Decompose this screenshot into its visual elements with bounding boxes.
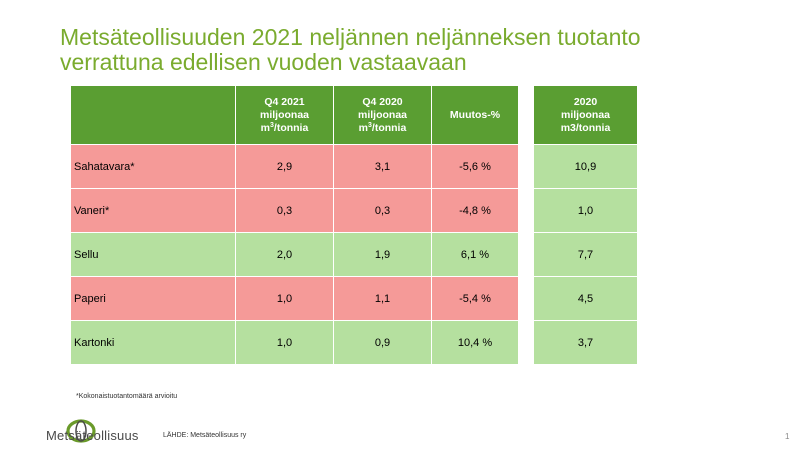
cell-q4-2021: 1,0 <box>235 276 334 321</box>
row-label: Vaneri* <box>70 188 236 233</box>
row-label: Sahatavara* <box>70 144 236 189</box>
cell-change: -5,4 % <box>431 276 519 321</box>
cell-year-2020: 10,9 <box>533 144 638 189</box>
header-q4-2021: Q4 2021 miljoonaa m3/tonnia <box>235 85 334 145</box>
row-label: Paperi <box>70 276 236 321</box>
table-row-sellu: Sellu 2,0 1,9 6,1 % <box>70 232 519 277</box>
title-line-2: verrattuna edellisen vuoden vastaavaan <box>60 49 467 75</box>
cell-year-2020: 1,0 <box>533 188 638 233</box>
header-q4-2021-line2: miljoonaa <box>259 108 309 121</box>
table-row-vaneri: Vaneri* 0,3 0,3 -4,8 % <box>70 188 519 233</box>
cell-change: 6,1 % <box>431 232 519 277</box>
page-title: Metsäteollisuuden 2021 neljännen neljänn… <box>60 25 780 75</box>
side-row: 4,5 <box>533 276 638 321</box>
cell-change: -5,6 % <box>431 144 519 189</box>
header-2020: 2020 miljoonaa m3/tonnia <box>533 85 638 145</box>
title-line-1: Metsäteollisuuden 2021 neljännen neljänn… <box>60 24 641 50</box>
header-q4-2020-line2: miljoonaa <box>357 108 407 121</box>
logo-text: Metsäteollisuus <box>46 428 139 443</box>
cell-q4-2020: 1,9 <box>333 232 432 277</box>
company-logo-icon <box>66 419 96 443</box>
cell-year-2020: 7,7 <box>533 232 638 277</box>
footnote: *Kokonaistuotantomäärä arvioitu <box>76 393 178 400</box>
header-q4-2021-line1: Q4 2021 <box>264 95 305 108</box>
production-table: Q4 2021 miljoonaa m3/tonnia Q4 2020 milj… <box>70 85 519 365</box>
header-2020-line3: m3/tonnia <box>560 121 611 134</box>
table-row-kartonki: Kartonki 1,0 0,9 10,4 % <box>70 320 519 365</box>
source-text: LÄHDE: Metsäteollisuus ry <box>163 432 247 439</box>
side-row: 1,0 <box>533 188 638 233</box>
table-row-sahatavara: Sahatavara* 2,9 3,1 -5,6 % <box>70 144 519 189</box>
cell-q4-2021: 1,0 <box>235 320 334 365</box>
header-q4-2020-line1: Q4 2020 <box>362 95 403 108</box>
row-label: Sellu <box>70 232 236 277</box>
table-header-row: Q4 2021 miljoonaa m3/tonnia Q4 2020 milj… <box>70 85 519 145</box>
header-change: Muutos-% <box>431 85 519 145</box>
header-2020-line1: 2020 <box>573 95 598 108</box>
row-label: Kartonki <box>70 320 236 365</box>
cell-year-2020: 4,5 <box>533 276 638 321</box>
side-row: 3,7 <box>533 320 638 365</box>
cell-q4-2021: 2,0 <box>235 232 334 277</box>
header-q4-2020-line3: m3/tonnia <box>358 121 407 134</box>
header-q4-2021-line3: m3/tonnia <box>260 121 309 134</box>
header-q4-2020: Q4 2020 miljoonaa m3/tonnia <box>333 85 432 145</box>
page-number: 1 <box>785 432 790 441</box>
cell-q4-2021: 2,9 <box>235 144 334 189</box>
cell-change: 10,4 % <box>431 320 519 365</box>
header-empty <box>70 85 236 145</box>
cell-q4-2020: 1,1 <box>333 276 432 321</box>
cell-q4-2020: 0,3 <box>333 188 432 233</box>
side-header-row: 2020 miljoonaa m3/tonnia <box>533 85 638 145</box>
cell-year-2020: 3,7 <box>533 320 638 365</box>
cell-q4-2020: 0,9 <box>333 320 432 365</box>
table-row-paperi: Paperi 1,0 1,1 -5,4 % <box>70 276 519 321</box>
side-row: 10,9 <box>533 144 638 189</box>
side-row: 7,7 <box>533 232 638 277</box>
cell-q4-2021: 0,3 <box>235 188 334 233</box>
cell-change: -4,8 % <box>431 188 519 233</box>
year-2020-table: 2020 miljoonaa m3/tonnia 10,9 1,0 7,7 4,… <box>533 85 638 365</box>
cell-q4-2020: 3,1 <box>333 144 432 189</box>
header-2020-line2: miljoonaa <box>560 108 610 121</box>
